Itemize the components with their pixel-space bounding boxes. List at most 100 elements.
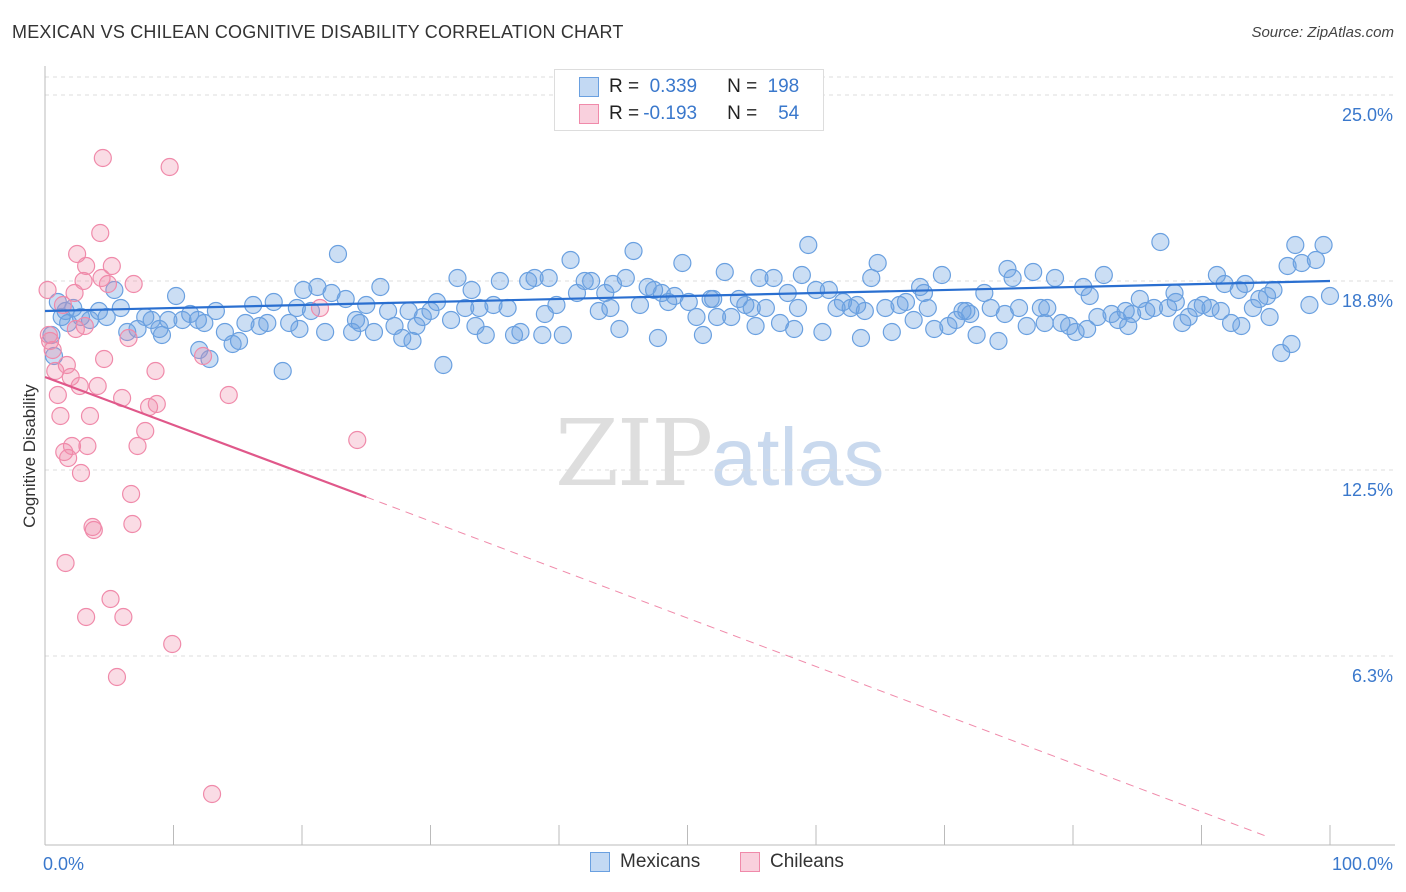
mexicans-point bbox=[434, 355, 453, 375]
mexicans-point bbox=[998, 259, 1017, 279]
mexicans-point bbox=[407, 316, 426, 336]
mexicans-point bbox=[813, 322, 832, 342]
chileans-point bbox=[39, 325, 58, 345]
mexicans-point bbox=[1166, 292, 1185, 312]
mexicans-point bbox=[206, 301, 226, 321]
legend-n-label: N = bbox=[727, 103, 758, 124]
mexicans-point bbox=[328, 244, 348, 264]
y-tick-label: 18.8% bbox=[1342, 291, 1393, 311]
legend-r-label: R = bbox=[609, 103, 640, 124]
chileans-point bbox=[59, 448, 78, 468]
mexicans-point bbox=[855, 301, 874, 321]
chileans-trendline-extension bbox=[366, 496, 1266, 837]
mexicans-point bbox=[258, 313, 277, 333]
chileans-point bbox=[121, 484, 141, 504]
mexicans-point bbox=[1031, 298, 1050, 318]
mexicans-point bbox=[1201, 298, 1220, 318]
mexicans-point bbox=[876, 298, 895, 318]
mexicans-point bbox=[511, 322, 530, 342]
mexicans-point bbox=[448, 268, 467, 288]
mexicans-point bbox=[1003, 268, 1022, 288]
legend-n-value: 54 bbox=[778, 103, 800, 124]
mexicans-point bbox=[882, 322, 901, 342]
chileans-point bbox=[160, 157, 179, 177]
mexicans-point bbox=[914, 283, 934, 303]
mexicans-point bbox=[1300, 295, 1319, 315]
chileans-point bbox=[219, 385, 238, 405]
chileans-point bbox=[93, 148, 112, 168]
mexicans-point bbox=[539, 268, 558, 288]
mexicans-point bbox=[851, 328, 871, 348]
mexicans-point bbox=[932, 265, 952, 285]
mexicans-point bbox=[1119, 316, 1138, 336]
chileans-point bbox=[57, 355, 76, 375]
mexicans-point bbox=[1017, 316, 1036, 336]
chileans-point bbox=[43, 340, 62, 360]
mexicans-point bbox=[441, 310, 461, 330]
chileans-point bbox=[51, 406, 70, 426]
chileans-point bbox=[101, 589, 120, 609]
x-tick-label: 0.0% bbox=[43, 854, 84, 874]
mexicans-point bbox=[1088, 307, 1107, 327]
legend-swatch-chileans bbox=[579, 104, 599, 124]
legend-row-chileans: R = -0.193 N = 54 bbox=[579, 102, 799, 126]
y-tick-label: 12.5% bbox=[1342, 480, 1393, 500]
chileans-point bbox=[48, 385, 67, 405]
mexicans-point bbox=[704, 289, 723, 309]
chileans-point bbox=[114, 607, 133, 627]
mexicans-point bbox=[601, 298, 620, 318]
mexicans-point bbox=[166, 286, 186, 306]
legend-swatch-mexicans bbox=[579, 77, 599, 97]
watermark-zip: ZIP bbox=[555, 400, 713, 507]
mexicans-point bbox=[1066, 322, 1085, 342]
chileans-point bbox=[91, 223, 110, 243]
mexicans-point bbox=[785, 319, 804, 339]
y-tick-label: 6.3% bbox=[1352, 666, 1393, 686]
mexicans-point bbox=[1306, 250, 1325, 270]
mexicans-point bbox=[707, 307, 727, 327]
legend-r-value: -0.193 bbox=[643, 103, 698, 124]
chileans-point bbox=[146, 361, 165, 381]
watermark-atlas: atlas bbox=[711, 412, 885, 503]
chileans-point bbox=[74, 271, 93, 291]
mexicans-point bbox=[403, 331, 422, 351]
mexicans-point bbox=[393, 328, 412, 348]
chileans-trendline bbox=[44, 375, 367, 499]
chart-title: MEXICAN VS CHILEAN COGNITIVE DISABILITY … bbox=[12, 22, 624, 42]
mexicans-point bbox=[1292, 253, 1311, 273]
legend-r-value: 0.339 bbox=[649, 76, 698, 97]
chileans-point bbox=[75, 316, 94, 336]
mexicans-point bbox=[1264, 280, 1283, 300]
mexicans-point bbox=[1009, 298, 1029, 318]
mexicans-point bbox=[357, 295, 376, 315]
mexicans-point bbox=[1314, 235, 1333, 255]
mexicans-point bbox=[346, 310, 366, 330]
mexicans-point bbox=[264, 292, 283, 312]
mexicans-point bbox=[687, 307, 706, 327]
legend-row-mexicans: R = 0.339 N = 198 bbox=[579, 75, 799, 99]
chileans-point bbox=[102, 256, 121, 276]
legend-n-value: 198 bbox=[767, 76, 800, 97]
chileans-point bbox=[163, 634, 182, 654]
mexicans-point bbox=[806, 280, 826, 300]
mexicans-point bbox=[466, 316, 485, 336]
mexicans-point bbox=[462, 280, 481, 300]
mexicans-point bbox=[364, 322, 384, 342]
mexicans-point bbox=[1211, 301, 1230, 321]
mexicans-point bbox=[624, 241, 643, 261]
mexicans-point bbox=[1286, 235, 1305, 255]
chileans-point bbox=[128, 436, 147, 456]
mexicans-point bbox=[525, 268, 544, 288]
chileans-point bbox=[98, 274, 118, 294]
legend-n-label: N = bbox=[727, 76, 758, 97]
mexicans-point bbox=[371, 277, 390, 297]
y-axis-label: Cognitive Disability bbox=[20, 384, 39, 528]
mexicans-point bbox=[1232, 316, 1251, 336]
mexicans-point bbox=[456, 298, 475, 318]
mexicans-point bbox=[1078, 319, 1097, 339]
chileans-point bbox=[83, 517, 102, 537]
chileans-point bbox=[62, 436, 82, 456]
mexicans-point bbox=[582, 271, 601, 291]
mexicans-point bbox=[679, 292, 698, 312]
mexicans-point bbox=[799, 235, 818, 255]
